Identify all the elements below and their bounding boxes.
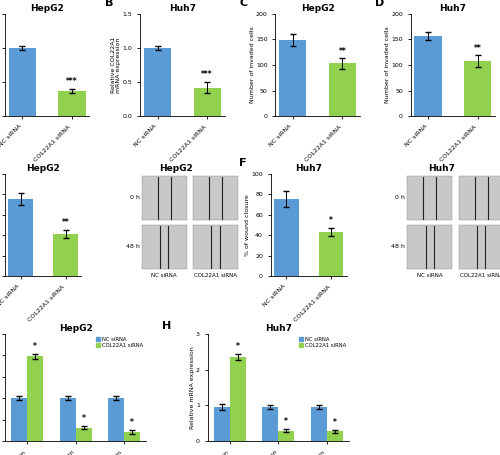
Text: 48 h: 48 h [392,244,405,249]
Bar [319,232,344,276]
Bar [142,225,186,269]
Bar [458,176,500,220]
Bar [108,398,124,441]
Bar [193,225,238,269]
Bar [464,61,491,116]
Text: NC siRNA: NC siRNA [417,273,442,278]
Bar [124,432,140,441]
Text: H: H [162,321,172,331]
Text: F: F [238,158,246,168]
Text: *: * [236,342,240,351]
Title: HepG2: HepG2 [26,164,60,173]
Legend: NC siRNA, COL22A1 siRNA: NC siRNA, COL22A1 siRNA [298,336,346,349]
Text: COL22A1 siRNA: COL22A1 siRNA [194,273,237,278]
Bar [310,407,326,441]
Text: NC siRNA: NC siRNA [152,273,177,278]
Y-axis label: Relative mRNA expression: Relative mRNA expression [190,346,194,429]
Y-axis label: % of wound closure: % of wound closure [245,194,250,256]
Bar [144,48,172,116]
Bar [274,199,298,276]
Bar [76,428,92,441]
Text: *: * [332,418,336,427]
Text: *: * [284,417,288,426]
Bar [142,176,186,220]
Bar [58,91,86,116]
Bar [328,63,356,116]
Bar [230,357,246,441]
Y-axis label: Number of invaded cells: Number of invaded cells [384,26,390,103]
Legend: NC siRNA, COL22A1 siRNA: NC siRNA, COL22A1 siRNA [96,336,144,349]
Bar [408,176,453,220]
Text: COL22A1 siRNA: COL22A1 siRNA [460,273,500,278]
Y-axis label: Number of invaded cells: Number of invaded cells [250,26,254,103]
Bar [8,199,33,276]
Text: D: D [375,0,384,8]
Text: **: ** [338,47,346,56]
Text: **: ** [62,218,70,227]
Title: Huh7: Huh7 [265,324,292,333]
Bar [326,431,342,441]
Bar [458,225,500,269]
Title: Huh7: Huh7 [440,4,466,13]
Title: Huh7: Huh7 [428,164,455,173]
Bar [193,176,238,220]
Title: Huh7: Huh7 [296,164,322,173]
Bar [28,356,44,441]
Bar [9,48,36,116]
Bar [12,398,28,441]
Text: 0 h: 0 h [396,195,405,200]
Title: Huh7: Huh7 [169,4,196,13]
Title: HepG2: HepG2 [300,4,334,13]
Bar [414,35,442,116]
Title: HepG2: HepG2 [159,164,193,173]
Text: B: B [104,0,113,8]
Bar [279,40,306,116]
Bar [214,407,230,441]
Bar [262,407,278,441]
Text: 0 h: 0 h [130,195,140,200]
Text: *: * [329,216,333,225]
Text: **: ** [474,44,482,53]
Text: *: * [82,414,86,423]
Title: HepG2: HepG2 [30,4,64,13]
Text: ***: *** [202,71,213,79]
Bar [60,398,76,441]
Text: C: C [240,0,248,8]
Y-axis label: Relative COL22A1
mRNA expression: Relative COL22A1 mRNA expression [110,37,122,93]
Bar [278,430,294,441]
Bar [53,234,78,276]
Bar [408,225,453,269]
Text: 48 h: 48 h [126,244,140,249]
Text: ***: *** [66,77,78,86]
Title: HepG2: HepG2 [59,324,92,333]
Bar [194,87,221,116]
Text: *: * [130,418,134,427]
Text: *: * [34,342,38,351]
